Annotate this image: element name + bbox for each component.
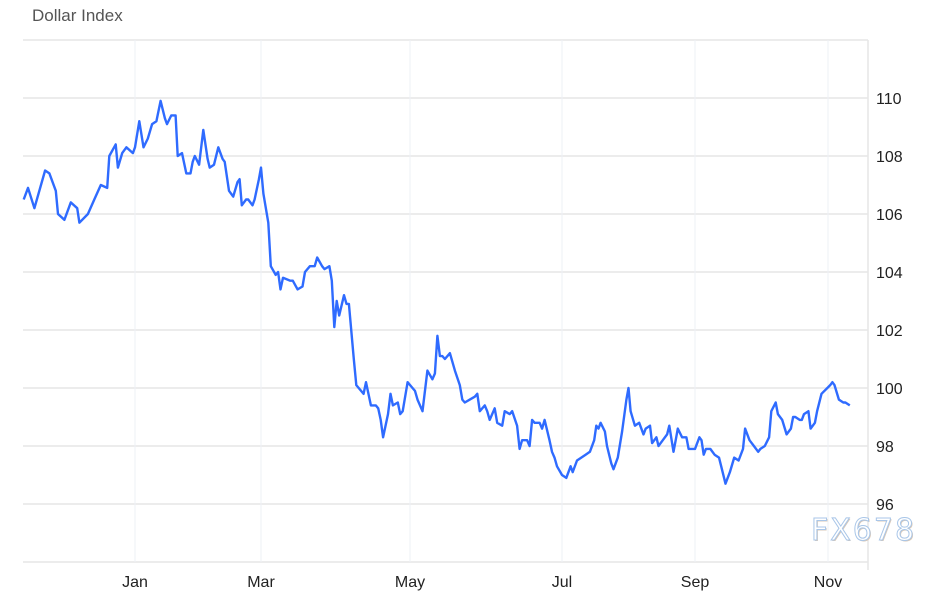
x-tick-label: Mar xyxy=(247,574,275,591)
x-tick-label: Nov xyxy=(814,574,842,591)
x-tick-label: Jan xyxy=(122,574,148,591)
y-tick-label: 102 xyxy=(876,323,903,340)
watermark-logo: FX678 xyxy=(810,513,917,548)
x-tick-label: Jul xyxy=(552,574,572,591)
y-tick-label: 100 xyxy=(876,381,903,398)
x-tick-label: Sep xyxy=(681,574,710,591)
y-tick-label: 110 xyxy=(876,91,902,108)
dollar-index-line xyxy=(22,99,851,485)
x-tick-label: May xyxy=(395,574,425,591)
chart-title: Dollar Index xyxy=(32,6,123,25)
y-tick-label: 106 xyxy=(876,207,903,224)
y-tick-label: 96 xyxy=(876,497,894,514)
y-tick-label: 104 xyxy=(876,265,903,282)
y-tick-label: 98 xyxy=(876,439,894,456)
y-tick-label: 108 xyxy=(876,149,903,166)
